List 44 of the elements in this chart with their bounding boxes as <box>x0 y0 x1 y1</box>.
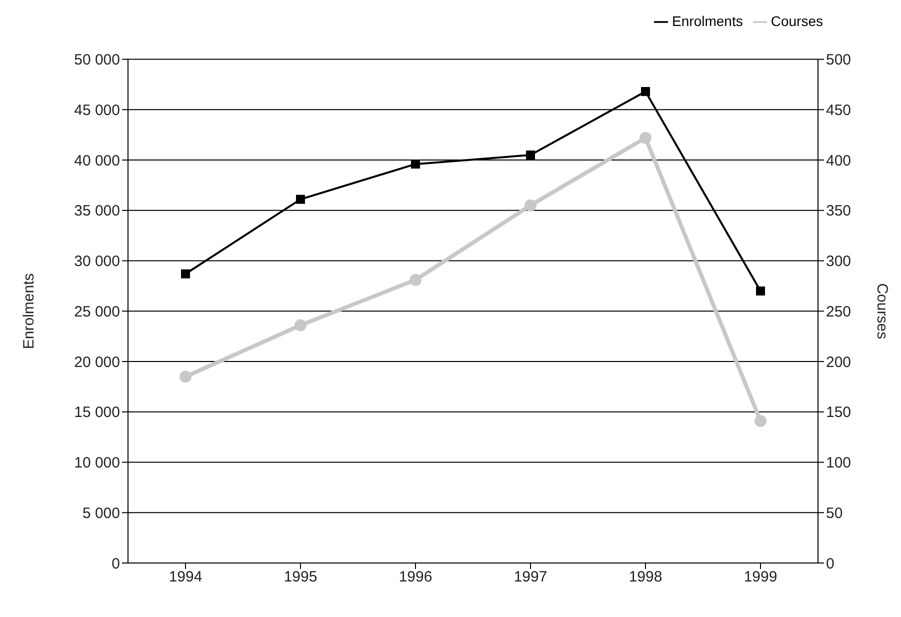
y2-tick-label: 350 <box>826 202 852 220</box>
y2-tick-label: 50 <box>826 504 843 522</box>
y2-tick-label: 150 <box>826 404 852 422</box>
x-tick-label: 1998 <box>628 568 662 586</box>
y-tick-label: 5 000 <box>82 504 120 522</box>
x-tick-label: 1995 <box>284 568 318 586</box>
y2-tick-label: 250 <box>826 303 852 320</box>
y2-tick-label: 500 <box>826 52 852 69</box>
x-tick-label: 1994 <box>168 568 202 586</box>
y2-tick-label: 300 <box>826 253 852 270</box>
point <box>524 199 536 212</box>
point <box>754 414 766 427</box>
point <box>180 370 192 383</box>
point <box>294 319 306 332</box>
point <box>641 87 650 96</box>
point <box>181 269 190 278</box>
legend-label: Courses <box>770 13 823 29</box>
y2-tick-label: 100 <box>826 454 852 472</box>
y-tick-label: 0 <box>112 555 120 572</box>
point <box>756 286 765 296</box>
y-tick-label: 20 000 <box>74 354 120 371</box>
x-tick-label: 1996 <box>398 568 432 586</box>
legend-label: Enrolments <box>672 13 743 29</box>
x-tick-label: 1997 <box>514 568 548 586</box>
y-tick-label: 15 000 <box>74 404 120 422</box>
y2-tick-label: 200 <box>826 354 852 371</box>
y-tick-label: 30 000 <box>74 253 120 270</box>
y-axis-title: Enrolments <box>20 273 38 350</box>
y-tick-label: 45 000 <box>74 102 120 119</box>
point <box>410 274 422 286</box>
point <box>640 132 652 144</box>
y-tick-label: 35 000 <box>74 202 120 220</box>
y2-axis-title: Courses <box>874 283 891 340</box>
y-tick-label: 25 000 <box>74 303 120 320</box>
point <box>526 150 535 160</box>
y2-tick-label: 400 <box>826 152 852 170</box>
y2-tick-label: 0 <box>826 555 834 572</box>
y2-tick-label: 450 <box>826 102 852 119</box>
point <box>296 194 305 204</box>
point <box>411 160 420 169</box>
y-tick-label: 40 000 <box>74 152 120 170</box>
y-tick-label: 10 000 <box>74 454 120 472</box>
y-tick-label: 50 000 <box>74 52 120 69</box>
x-tick-label: 1999 <box>744 568 778 586</box>
